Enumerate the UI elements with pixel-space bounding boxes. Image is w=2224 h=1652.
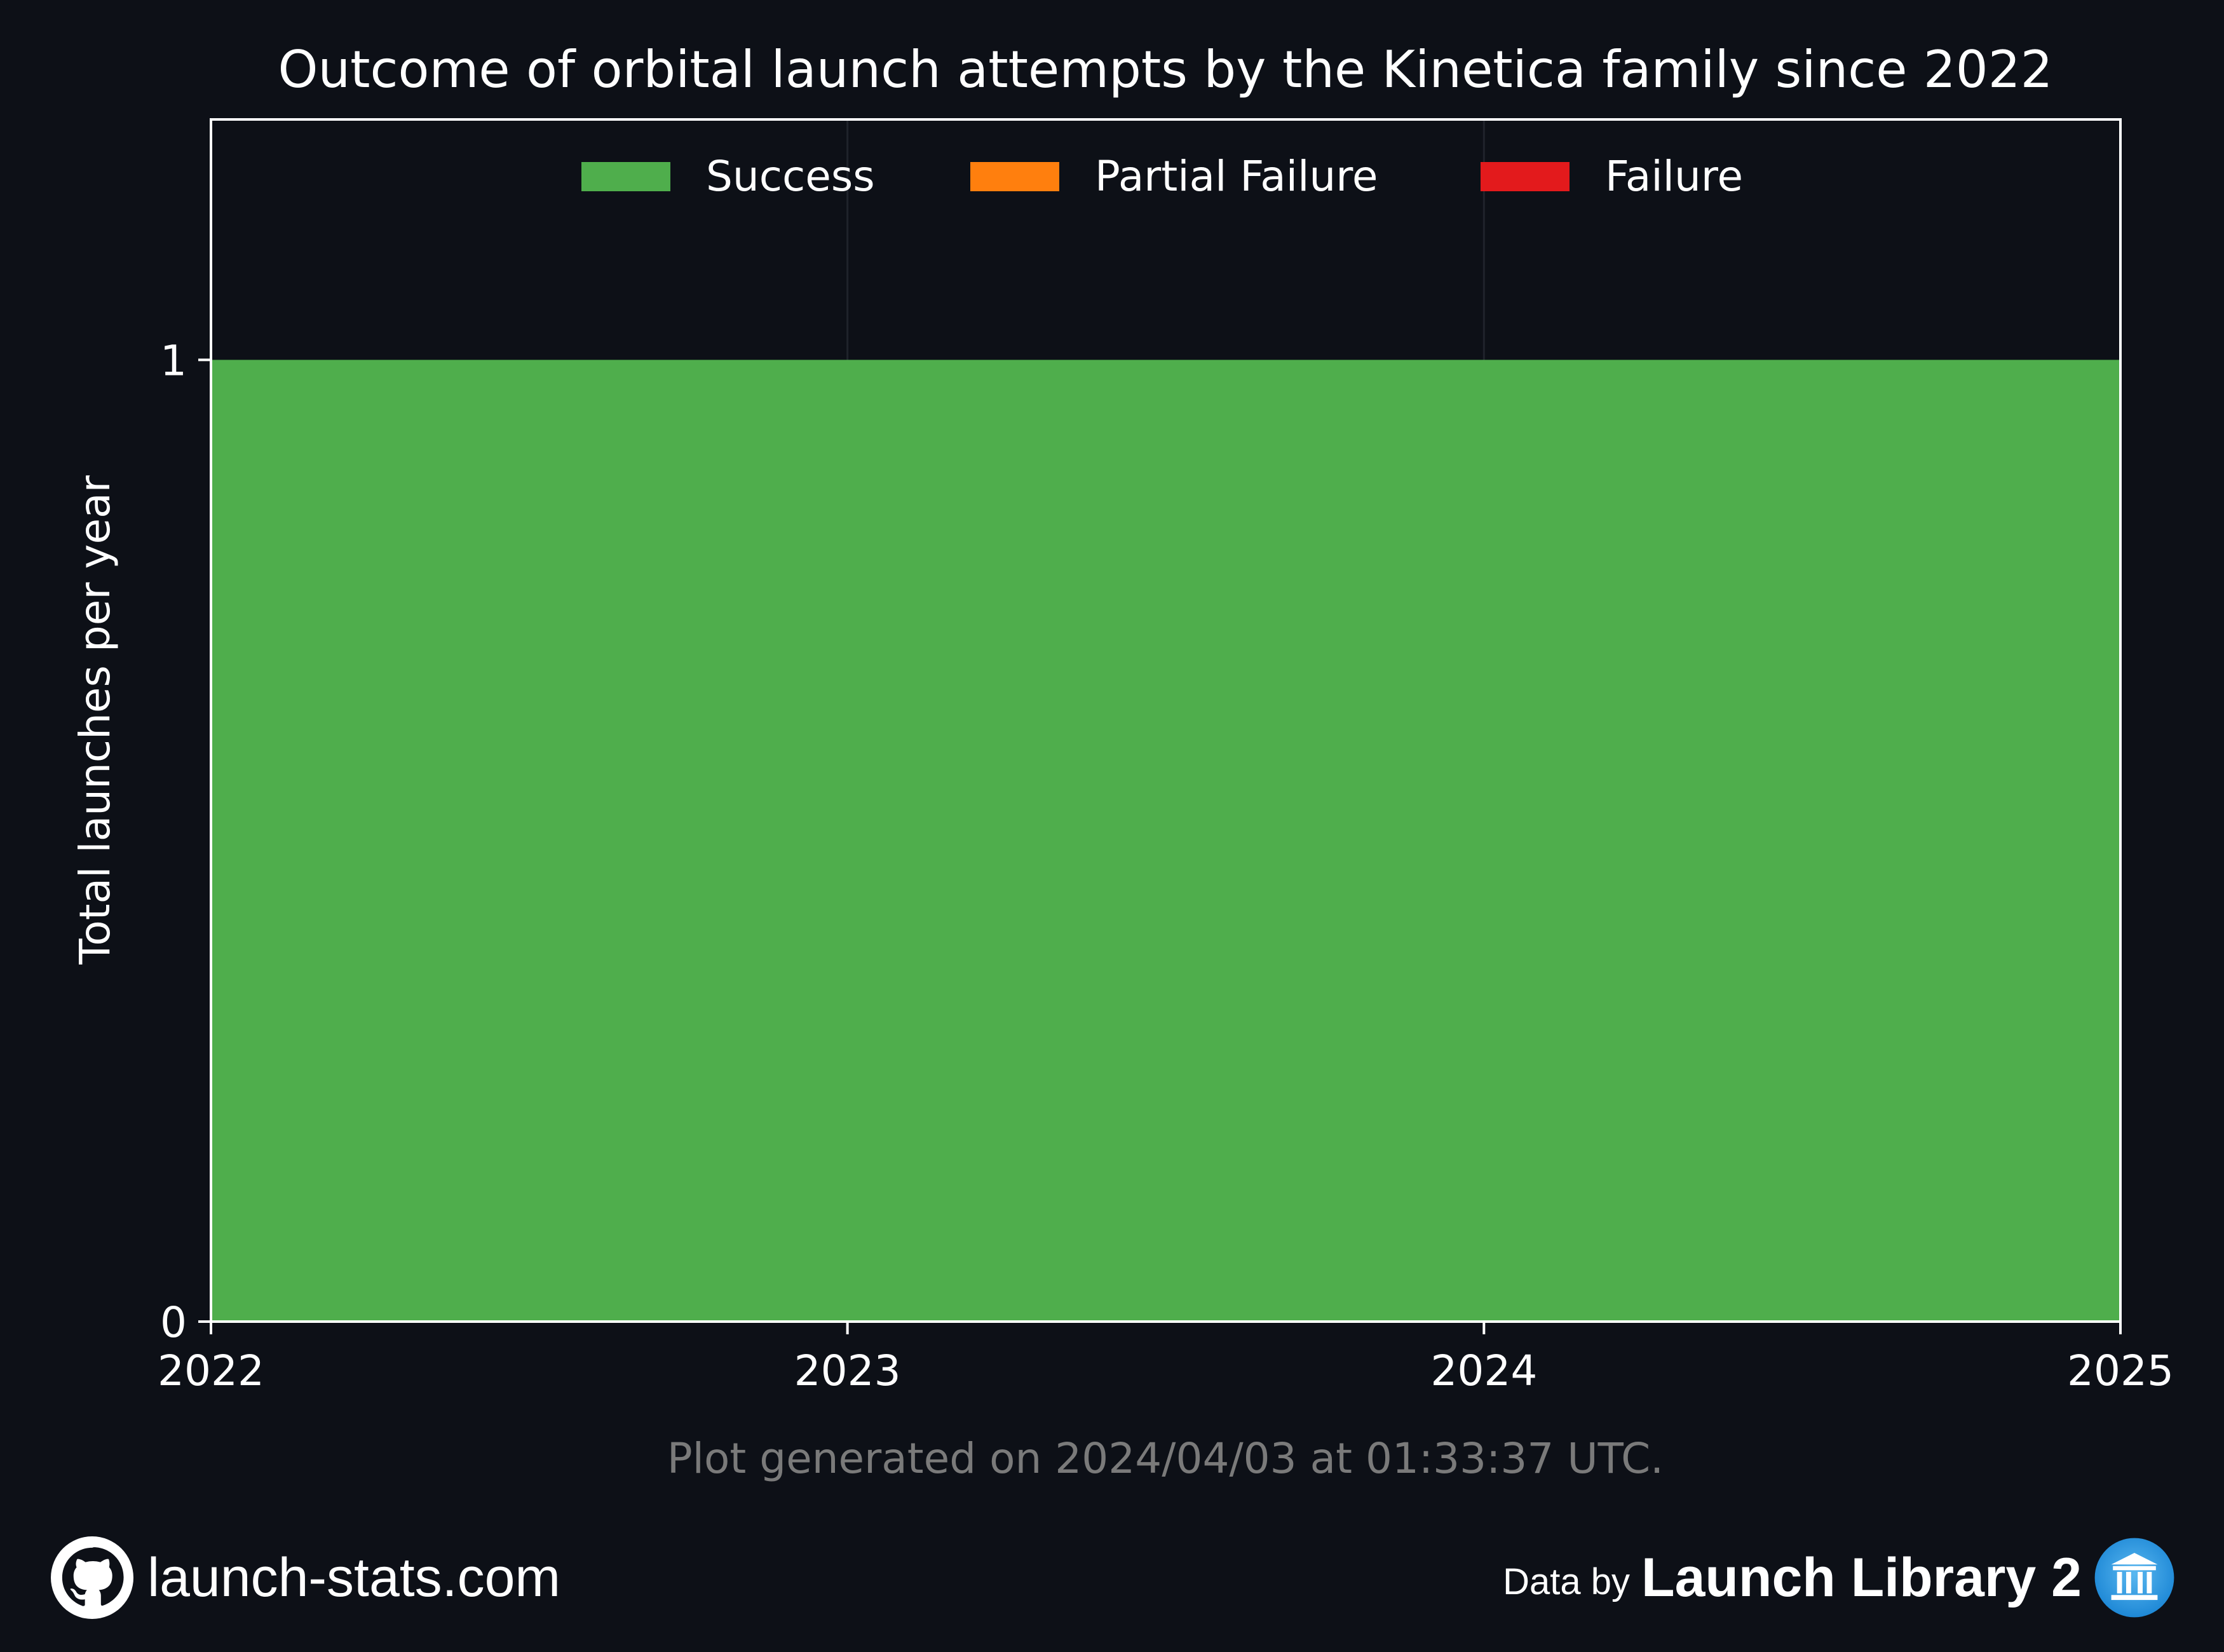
x-tick-label: 2025 (2067, 1346, 2174, 1395)
legend: Success Partial Failure Failure (581, 152, 1743, 201)
legend-swatch-failure (1481, 162, 1570, 191)
github-icon (51, 1536, 133, 1619)
launch-library-logo-icon (2094, 1538, 2174, 1618)
x-tick-label: 2022 (158, 1346, 264, 1395)
plot-areas (211, 360, 2120, 1322)
y-axis: 01 (160, 336, 211, 1347)
plot-frame (210, 118, 2122, 1323)
legend-swatch-partial-failure (970, 162, 1059, 191)
y-tick-label: 1 (160, 336, 187, 385)
footer-source: Data by Launch Library 2 (1503, 1536, 2176, 1619)
source-name[interactable]: Launch Library 2 (1641, 1547, 2082, 1608)
chart-title: Outcome of orbital launch attempts by th… (278, 40, 2052, 99)
y-axis-label: Total launches per year (71, 475, 119, 965)
x-tick-label: 2024 (1430, 1346, 1537, 1395)
generated-note: Plot generated on 2024/04/03 at 01:33:37… (667, 1434, 1664, 1483)
legend-swatch-success (581, 162, 670, 191)
area-success (211, 360, 2120, 1322)
data-by-label: Data by (1503, 1561, 1631, 1602)
legend-label: Success (706, 152, 875, 201)
y-tick-label: 0 (160, 1298, 187, 1347)
footer-site[interactable]: launch-stats.com (51, 1536, 560, 1619)
legend-label: Partial Failure (1095, 152, 1378, 201)
x-tick-label: 2023 (794, 1346, 901, 1395)
site-link[interactable]: launch-stats.com (147, 1547, 561, 1608)
legend-label: Failure (1605, 152, 1743, 201)
x-axis: 2022 2023 2024 2025 (158, 1322, 2174, 1395)
